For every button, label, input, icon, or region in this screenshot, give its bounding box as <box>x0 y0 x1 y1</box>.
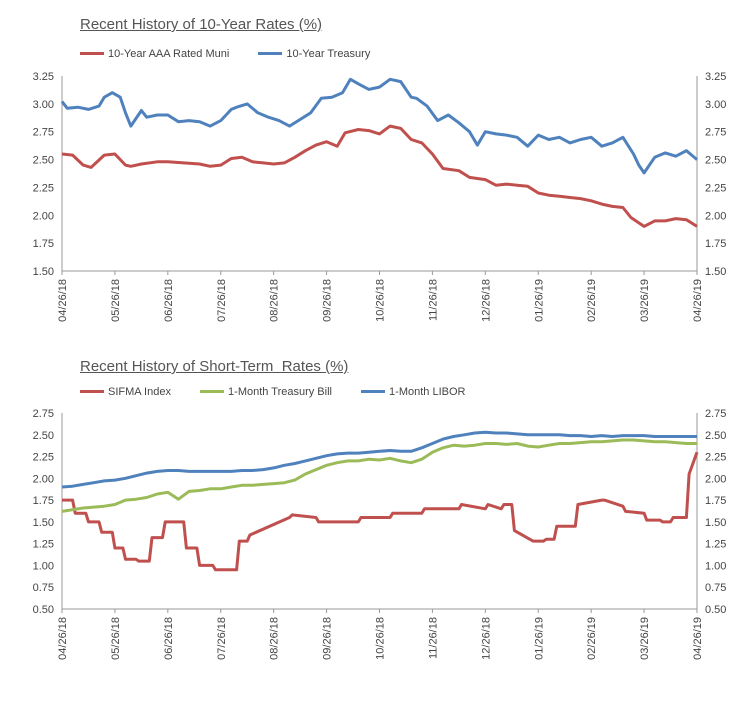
y-tick-label-left: 2.75 <box>33 127 54 139</box>
y-tick-label-left: 1.75 <box>33 495 54 507</box>
y-tick-label-left: 1.50 <box>33 517 54 529</box>
series-line <box>61 438 697 513</box>
x-tick-label: 10/26/18 <box>375 279 387 322</box>
legend: 10-Year AAA Rated Muni 10-Year Treasury <box>80 48 396 60</box>
short-term-rates-chart: Recent History of Short-Term Rates (%) S… <box>0 350 748 702</box>
x-tick-label: 10/26/18 <box>375 617 387 660</box>
y-tick-label-right: 2.00 <box>705 210 726 222</box>
y-tick-label-right: 1.00 <box>705 560 726 572</box>
legend-item: SIFMA Index <box>80 386 171 398</box>
chart-plot: 3.25 3.25 3.00 3.00 2.75 2.75 2.50 2.50 2.25 2.25… <box>33 71 727 322</box>
y-tick-label-right: 3.00 <box>705 99 726 111</box>
y-tick-label-left: 0.75 <box>33 582 54 594</box>
chart-title: Recent History of 10-Year Rates (%) <box>80 16 323 33</box>
x-tick-label: 04/26/19 <box>692 617 704 660</box>
legend-label: 10-Year Treasury <box>286 48 371 60</box>
legend-swatch <box>80 51 104 55</box>
y-tick-label-left: 2.75 <box>33 408 54 420</box>
y-tick-label-left: 2.25 <box>33 182 54 194</box>
legend-label: SIFMA Index <box>108 386 171 398</box>
x-tick-label: 02/26/19 <box>586 279 598 322</box>
y-tick-label-right: 1.25 <box>705 539 726 551</box>
y-tick-label-right: 2.75 <box>705 127 726 139</box>
y-tick-label-right: 2.25 <box>705 182 726 194</box>
x-tick-label: 07/26/18 <box>216 617 228 660</box>
x-tick-label: 08/26/18 <box>269 279 281 322</box>
legend: SIFMA Index 1-Month Treasury Bill 1-Mont… <box>80 386 491 398</box>
series-line <box>61 124 698 228</box>
y-tick-label-left: 1.75 <box>33 238 54 250</box>
y-tick-label-left: 2.50 <box>33 430 54 442</box>
x-tick-label: 12/26/18 <box>480 617 492 660</box>
y-tick-label-left: 1.25 <box>33 539 54 551</box>
legend-label: 1-Month Treasury Bill <box>228 386 332 398</box>
x-tick-label: 03/26/19 <box>639 279 651 322</box>
x-tick-label: 03/26/19 <box>639 617 651 660</box>
y-tick-label-right: 2.00 <box>705 473 726 485</box>
series-line <box>61 430 697 489</box>
y-tick-label-left: 0.50 <box>33 604 54 616</box>
legend-swatch <box>200 389 225 393</box>
y-tick-label-left: 3.00 <box>33 99 54 111</box>
chart-title: Recent History of Short-Term Rates (%) <box>80 358 349 375</box>
x-tick-label: 12/26/18 <box>480 279 492 322</box>
y-tick-label-right: 1.75 <box>705 495 726 507</box>
x-tick-label: 09/26/18 <box>322 617 334 660</box>
chart-plot: 2.75 2.75 2.50 2.50 2.25 2.25 2.00 2.00 1.75 1.75… <box>33 408 727 660</box>
legend-item: 10-Year Treasury <box>258 48 370 60</box>
legend-item: 1-Month LIBOR <box>361 386 465 398</box>
legend-swatch <box>361 389 386 393</box>
legend-item: 10-Year AAA Rated Muni <box>80 48 229 60</box>
x-tick-label: 04/26/19 <box>692 279 704 322</box>
y-tick-label-right: 0.50 <box>705 604 726 616</box>
y-tick-label-left: 2.00 <box>33 473 54 485</box>
legend-item: 1-Month Treasury Bill <box>200 386 332 398</box>
x-tick-label: 01/26/19 <box>533 279 545 322</box>
y-tick-label-right: 1.75 <box>705 238 726 250</box>
ten-year-rates-chart: Recent History of 10-Year Rates (%) 10-Y… <box>0 0 748 340</box>
x-tick-label: 11/26/18 <box>427 279 439 321</box>
y-tick-label-right: 2.25 <box>705 452 726 464</box>
x-tick-label: 07/26/18 <box>216 279 228 322</box>
y-tick-label-right: 2.50 <box>705 430 726 442</box>
y-tick-label-left: 2.00 <box>33 210 54 222</box>
y-tick-label-right: 1.50 <box>705 517 726 529</box>
x-tick-label: 11/26/18 <box>427 617 439 659</box>
x-tick-label: 08/26/18 <box>269 617 281 660</box>
x-tick-label: 06/26/18 <box>163 617 175 660</box>
x-tick-label: 09/26/18 <box>322 279 334 322</box>
legend-swatch <box>258 51 283 55</box>
y-tick-label-left: 3.25 <box>33 71 54 83</box>
y-tick-label-right: 2.50 <box>705 155 726 167</box>
x-tick-label: 04/26/18 <box>57 279 69 322</box>
x-tick-label: 05/26/18 <box>110 279 122 322</box>
x-tick-label: 01/26/19 <box>533 617 545 660</box>
legend-swatch <box>80 389 104 393</box>
series-line <box>62 451 699 572</box>
x-tick-label: 05/26/18 <box>110 617 122 660</box>
y-tick-label-left: 1.50 <box>33 266 54 278</box>
legend-label: 10-Year AAA Rated Muni <box>108 48 230 60</box>
x-tick-label: 06/26/18 <box>163 279 175 322</box>
legend-label: 1-Month LIBOR <box>389 386 466 398</box>
x-tick-label: 04/26/18 <box>57 617 69 660</box>
y-tick-label-right: 1.50 <box>705 266 726 278</box>
y-tick-label-right: 2.75 <box>705 408 726 420</box>
series-line <box>60 77 698 175</box>
y-tick-label-right: 3.25 <box>705 71 726 83</box>
x-tick-label: 02/26/19 <box>586 617 598 660</box>
y-tick-label-left: 2.25 <box>33 452 54 464</box>
y-tick-label-left: 1.00 <box>33 560 54 572</box>
y-tick-label-right: 0.75 <box>705 582 726 594</box>
y-tick-label-left: 2.50 <box>33 155 54 167</box>
